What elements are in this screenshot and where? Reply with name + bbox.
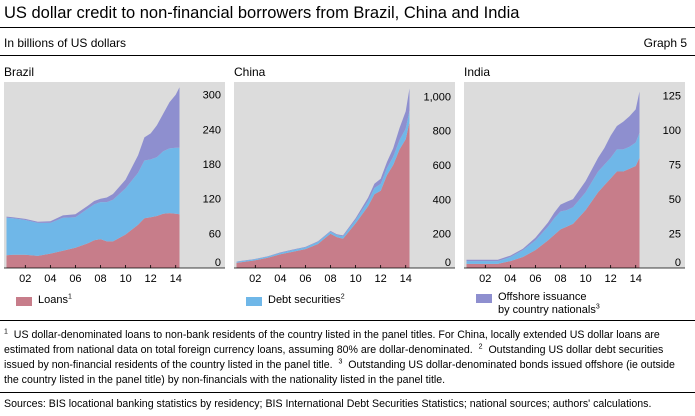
y-tick-label: 100 [663, 125, 681, 137]
area-offshore [6, 87, 180, 223]
x-tick-label: 12 [374, 273, 387, 285]
legend-swatch-debt [246, 297, 262, 306]
y-tick-label: 240 [203, 124, 221, 136]
legend-swatch-loans [16, 297, 32, 306]
y-tick-label: 75 [669, 160, 681, 172]
graph-number: Graph 5 [643, 36, 687, 50]
y-tick-label: 180 [203, 159, 221, 171]
sources-rule [0, 392, 695, 393]
x-tick-label: 02 [479, 273, 492, 285]
y-tick-label: 400 [433, 194, 451, 206]
y-tick-label: 120 [203, 194, 221, 206]
x-tick-label: 10 [349, 273, 362, 285]
y-tick-label: 25 [669, 229, 681, 241]
legend-debt-securities: Debt securities2 [246, 293, 345, 306]
x-tick-label: 04 [504, 273, 517, 285]
x-tick-label: 08 [554, 273, 567, 285]
x-tick-label: 06 [299, 273, 312, 285]
y-tick-label: 0 [445, 257, 451, 269]
legend-label-offshore: Offshore issuance by country nationals3 [498, 291, 600, 316]
footnotes: 1 US dollar-denominated loans to non-ban… [4, 328, 675, 386]
y-tick-label: 1,000 [423, 91, 451, 103]
legend-loans: Loans1 [16, 293, 72, 306]
x-tick-label: 10 [579, 273, 592, 285]
y-tick-label: 0 [215, 257, 221, 269]
x-tick-label: 04 [44, 273, 57, 285]
area-loans [236, 122, 410, 268]
y-tick-label: 0 [675, 257, 681, 269]
top-rule [0, 27, 695, 28]
header-rule [0, 55, 695, 56]
x-tick-label: 12 [604, 273, 617, 285]
x-tick-label: 06 [69, 273, 82, 285]
panel-title-china: China [234, 65, 266, 79]
x-tick-label: 10 [119, 273, 132, 285]
x-tick-label: 14 [169, 273, 182, 285]
y-tick-label: 60 [209, 228, 221, 240]
notes-rule [0, 320, 695, 321]
y-tick-label: 50 [669, 194, 681, 206]
x-tick-label: 14 [629, 273, 642, 285]
legend-offshore: Offshore issuance by country nationals3 [476, 291, 600, 317]
y-tick-label: 300 [203, 90, 221, 102]
x-tick-label: 04 [274, 273, 287, 285]
y-tick-label: 800 [433, 126, 451, 138]
panel-title-india: India [464, 65, 491, 79]
area-loans [466, 157, 640, 268]
legend-label-debt: Debt securities2 [268, 293, 345, 306]
area-loans [6, 213, 180, 268]
y-tick-label: 125 [663, 91, 681, 103]
chart-title: US dollar credit to non-financial borrow… [4, 4, 520, 22]
area-debt [6, 147, 180, 256]
y-tick-label: 600 [433, 160, 451, 172]
x-tick-label: 02 [249, 273, 262, 285]
x-tick-label: 08 [324, 273, 337, 285]
legend-label-loans: Loans1 [38, 293, 72, 306]
chart-china: 0 200 400 600 800 1,000 [234, 82, 455, 269]
footnote-3: Outstanding US dollar-denominated bonds … [4, 359, 675, 386]
y-tick-label: 200 [433, 229, 451, 241]
sources-text: Sources: BIS locational banking statisti… [4, 398, 652, 410]
x-tick-label: 02 [19, 273, 32, 285]
chart-india: 0 25 50 75 100 125 [464, 82, 685, 269]
x-tick-label: 08 [94, 273, 107, 285]
chart-brazil: 0 60 120 180 240 300 [4, 82, 225, 269]
footnote-2: Outstanding US dollar debt securities is… [4, 344, 664, 371]
chart-subtitle: In billions of US dollars [4, 36, 127, 50]
panel-title-brazil: Brazil [4, 65, 35, 79]
x-tick-label: 14 [399, 273, 412, 285]
footnote-1: US dollar-denominated loans to non-bank … [4, 329, 660, 356]
legend-swatch-offshore [476, 294, 492, 303]
x-tick-label: 06 [529, 273, 542, 285]
x-tick-label: 12 [144, 273, 157, 285]
